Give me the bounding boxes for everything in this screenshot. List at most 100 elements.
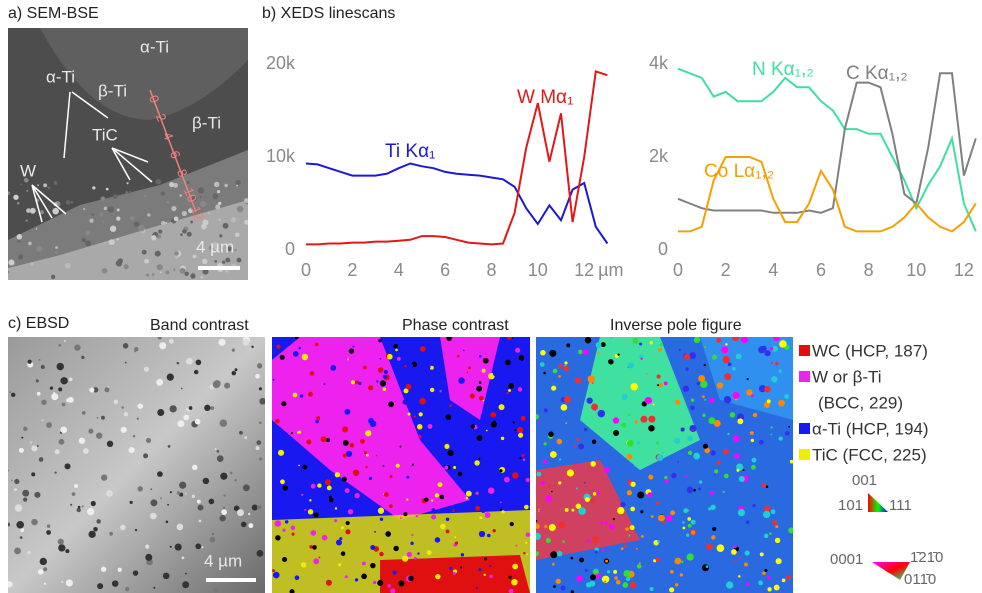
- texture-dot: [656, 441, 659, 444]
- texture-dot: [96, 519, 101, 524]
- texture-dot: [479, 396, 484, 401]
- x-tick-label: 12: [574, 260, 594, 280]
- texture-dot: [37, 184, 39, 186]
- texture-dot: [546, 538, 551, 543]
- texture-dot: [717, 382, 723, 388]
- texture-dot: [395, 349, 398, 352]
- texture-dot: [730, 412, 736, 418]
- texture-dot: [679, 349, 681, 351]
- texture-dot: [747, 378, 749, 380]
- texture-dot: [104, 207, 107, 210]
- texture-dot: [184, 272, 188, 276]
- texture-dot: [500, 508, 502, 510]
- texture-dot: [647, 492, 652, 497]
- texture-dot: [343, 440, 349, 446]
- texture-dot: [52, 208, 59, 215]
- texture-dot: [217, 190, 220, 193]
- texture-dot: [196, 360, 202, 366]
- texture-dot: [429, 337, 435, 343]
- texture-dot: [177, 491, 181, 495]
- texture-dot: [230, 472, 233, 475]
- texture-dot: [18, 240, 21, 243]
- texture-dot: [682, 521, 685, 524]
- texture-dot: [666, 515, 672, 521]
- texture-dot: [520, 457, 522, 459]
- texture-dot: [633, 338, 639, 344]
- texture-dot: [38, 569, 44, 575]
- texture-dot: [252, 565, 258, 571]
- texture-dot: [384, 492, 389, 497]
- texture-dot: [444, 444, 449, 449]
- texture-dot: [550, 451, 557, 458]
- texture-dot: [410, 542, 413, 545]
- map-title: Inverse pole figure: [610, 317, 742, 334]
- texture-dot: [432, 508, 436, 512]
- ipf-triangle: [868, 493, 888, 512]
- texture-dot: [548, 484, 551, 487]
- texture-dot: [165, 270, 169, 274]
- texture-dot: [476, 587, 478, 589]
- texture-dot: [693, 453, 700, 460]
- texture-dot: [591, 403, 598, 410]
- texture-dot: [737, 418, 743, 424]
- texture-dot: [559, 458, 561, 460]
- texture-dot: [232, 371, 237, 376]
- texture-dot: [693, 489, 696, 492]
- panel-label: c) EBSD: [8, 315, 69, 332]
- series-line: [306, 164, 607, 244]
- texture-dot: [383, 387, 387, 391]
- texture-dot: [223, 494, 225, 496]
- texture-dot: [116, 216, 120, 220]
- texture-dot: [683, 386, 689, 392]
- texture-dot: [725, 343, 727, 345]
- texture-dot: [21, 437, 23, 439]
- texture-dot: [82, 238, 86, 242]
- texture-dot: [156, 379, 163, 386]
- texture-dot: [732, 367, 736, 371]
- texture-dot: [431, 499, 433, 501]
- texture-dot: [684, 354, 690, 360]
- texture-dot: [435, 574, 440, 579]
- ipf-label: 111: [889, 497, 912, 514]
- texture-dot: [550, 551, 557, 558]
- texture-dot: [257, 505, 261, 509]
- texture-dot: [20, 528, 24, 532]
- texture-dot: [724, 396, 731, 403]
- texture-dot: [574, 445, 576, 447]
- texture-dot: [124, 264, 129, 269]
- texture-dot: [534, 552, 539, 557]
- texture-dot: [189, 406, 193, 410]
- texture-dot: [20, 183, 22, 185]
- texture-dot: [273, 572, 280, 579]
- texture-dot: [614, 576, 618, 580]
- texture-dot: [709, 398, 714, 403]
- texture-dot: [285, 520, 288, 523]
- texture-dot: [278, 450, 284, 456]
- texture-dot: [545, 496, 552, 503]
- texture-dot: [335, 507, 337, 509]
- texture-dot: [194, 370, 198, 374]
- texture-dot: [687, 553, 694, 560]
- texture-dot: [220, 419, 228, 427]
- texture-dot: [126, 191, 128, 193]
- texture-dot: [167, 504, 169, 506]
- texture-dot: [538, 511, 540, 513]
- texture-dot: [31, 445, 37, 451]
- texture-dot: [648, 425, 654, 431]
- x-tick-label: 4: [768, 260, 778, 280]
- texture-dot: [728, 362, 732, 366]
- texture-dot: [83, 208, 85, 210]
- texture-dot: [259, 398, 266, 405]
- texture-dot: [123, 343, 129, 349]
- texture-dot: [630, 525, 635, 530]
- texture-dot: [214, 182, 219, 187]
- texture-dot: [445, 466, 449, 470]
- texture-dot: [179, 482, 186, 489]
- texture-dot: [259, 457, 262, 460]
- texture-dot: [691, 398, 694, 401]
- texture-dot: [235, 233, 240, 238]
- texture-dot: [151, 488, 153, 490]
- texture-dot: [109, 239, 115, 245]
- texture-dot: [360, 439, 365, 444]
- texture-dot: [447, 450, 453, 456]
